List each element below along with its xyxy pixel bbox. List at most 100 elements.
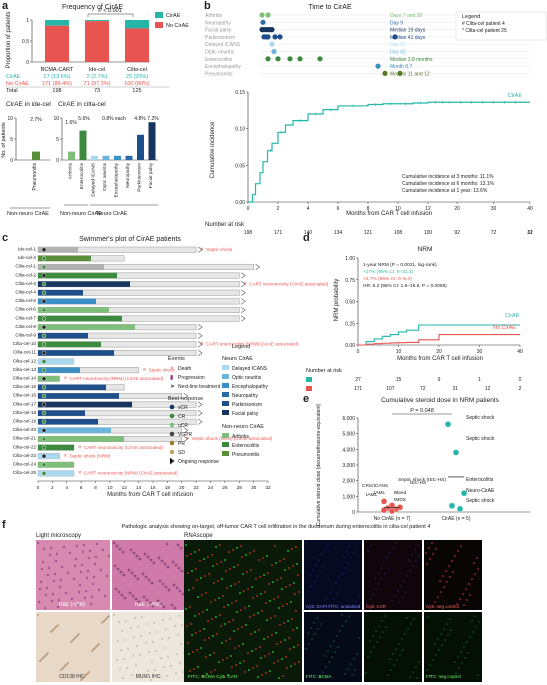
f-rna-signal [216, 563, 218, 565]
f-texture [76, 603, 80, 607]
f-rna-signal [236, 547, 238, 549]
f-texture [45, 586, 49, 590]
e-right-label-2: Enterocolitis [466, 477, 494, 483]
f-texture [158, 579, 162, 583]
f-rna-signal [355, 600, 357, 602]
panel-a-cirae-value: 25 (20%) [126, 74, 148, 80]
f-rna-signal [260, 593, 262, 595]
b-row-label-8: Pneumonitis [205, 71, 233, 77]
b-row-label-0: Arthritis [205, 13, 222, 19]
f-texture [159, 676, 161, 678]
f-rna-signal [186, 625, 188, 627]
b-incidence-curve [248, 101, 530, 203]
f-rna-signal [281, 588, 283, 590]
c-response-dot [41, 307, 47, 313]
e-point [380, 506, 388, 514]
f-texture [142, 595, 146, 599]
f-rna-signal [279, 560, 281, 562]
ide-bar-label: Pneumonitis [32, 163, 38, 191]
f-rna-signal [342, 625, 344, 627]
f-rna-signal [466, 599, 468, 601]
c-swim-fill-14 [38, 367, 80, 373]
f-rna-signal [415, 666, 417, 668]
f-rna-signal [187, 642, 189, 644]
e-right-label-4: Septic shock [466, 498, 495, 504]
d-risk-cirae: 15 [396, 377, 402, 383]
f-texture [116, 659, 118, 661]
f-rna-signal [315, 564, 317, 566]
f-rna-signal [305, 648, 307, 650]
c-swim-fill-11 [38, 341, 101, 348]
f-rna-signal [277, 596, 279, 598]
panel-a-total-value: 73 [94, 88, 100, 94]
f-rna-signal [387, 674, 389, 676]
f-texture [60, 669, 62, 671]
ide-ytick-label: 5 [10, 137, 13, 143]
c-nonneuro-swatch [222, 433, 229, 438]
f-rna-signal [317, 628, 319, 630]
f-texture [160, 559, 164, 563]
b-ytick-label: 0.10 [235, 127, 245, 133]
f-rna-signal [385, 626, 387, 628]
c-swim-fill-19 [38, 410, 85, 416]
cilta-ytick-label: 10 [53, 116, 59, 122]
f-rna-signal [350, 663, 352, 665]
f-texture [177, 634, 179, 636]
f-rna-signal [287, 550, 289, 552]
f-rna-signal [223, 606, 225, 608]
c-swim-fill-2 [38, 264, 104, 270]
f-rna-signal [441, 644, 443, 646]
c-ongoing-arrow [241, 272, 246, 279]
f-rna-signal [397, 590, 399, 592]
f-texture [112, 541, 116, 545]
f-texture [52, 579, 56, 583]
d-stat-2: +2.7% (95% CI: 0–5.3) [363, 276, 412, 282]
f-rna-label-0: FITC: BCMA Cy5: CAR [188, 674, 238, 680]
f-rna-signal [374, 577, 376, 579]
c-xtick-label: 0 [37, 485, 40, 491]
f-texture [51, 592, 55, 596]
f-texture [65, 664, 67, 666]
panel-b-title: Time to CirAE [308, 4, 352, 11]
c-swim-fill-6 [38, 298, 96, 305]
f-rna-signal [224, 623, 226, 625]
e-left-label-5: Bleed [394, 490, 407, 496]
f-texture [179, 662, 181, 664]
e-ytick-label: 6,000 [342, 416, 355, 422]
f-texture [155, 650, 157, 652]
panel-d-title: NRM [418, 246, 433, 253]
ide-bar-pct: 2.7% [30, 117, 42, 123]
f-rna-signal [358, 595, 360, 597]
f-rna-signal [189, 670, 191, 672]
f-rna-signal [369, 640, 371, 642]
c-response-dot [41, 393, 47, 399]
c-patient-label-8: Cilta-cel-7 [15, 315, 36, 320]
f-rna-signal [312, 569, 314, 571]
f-rna-signal [257, 612, 259, 614]
f-rna-signal [384, 615, 386, 617]
f-rna-signal [398, 643, 400, 645]
b-xtick-label: 12 [425, 206, 431, 212]
f-texture [129, 548, 133, 552]
f-texture [105, 618, 107, 620]
f-rna-signal [266, 619, 268, 621]
b-note-2: Cumulative incidence at 1 year: 13.6% [402, 188, 488, 194]
f-texture [83, 676, 85, 678]
c-neuro-swatch [222, 383, 229, 388]
f-texture [173, 606, 177, 610]
f-rna-signal [208, 573, 210, 575]
f-texture [93, 648, 95, 650]
f-rna-signal [271, 564, 273, 566]
f-rna-signal [314, 633, 316, 635]
f-rna-signal [370, 545, 372, 547]
f-rna-signal [199, 560, 201, 562]
f-rna-signal [243, 590, 245, 592]
f-rna-signal [367, 656, 369, 658]
e-left-label-6: tMDS [394, 497, 406, 503]
f-rna-signal [253, 550, 255, 552]
f-texture [182, 671, 184, 673]
b-event-dot [392, 34, 398, 40]
f-texture [167, 656, 169, 658]
b-risk-value: 134 [334, 230, 343, 236]
